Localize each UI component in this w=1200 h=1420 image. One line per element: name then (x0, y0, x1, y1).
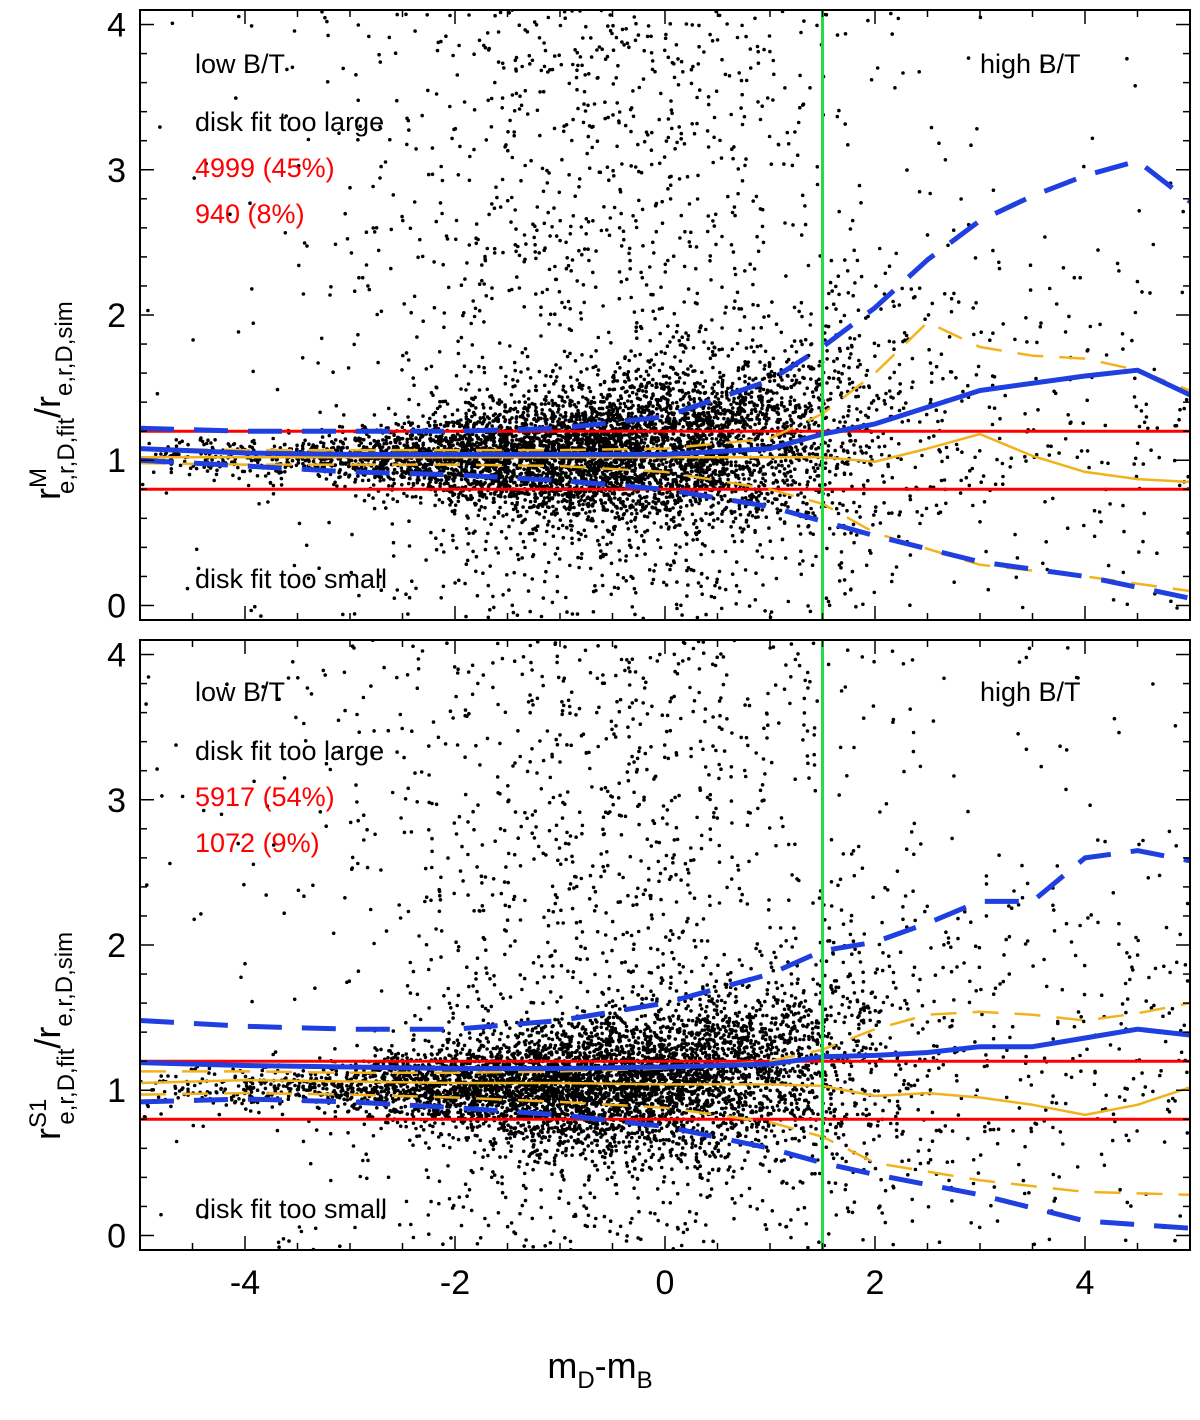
scatter-points-path (139, 638, 1189, 1251)
y-tick-label: 4 (107, 7, 126, 45)
y-axis-label: rMe,r,D,fit/re,r,D,sim (25, 301, 80, 500)
count-label-1: 4999 (45%) (195, 153, 335, 183)
x-tick-label: 4 (1076, 1264, 1095, 1302)
bottom-panel: low B/T high B/T disk fit too large 5917… (25, 637, 1190, 1394)
count-label-2: 1072 (9%) (195, 828, 320, 858)
x-tick-label: 0 (656, 1264, 675, 1302)
y-tick-label: 3 (107, 782, 126, 820)
curve-blue-dash-upper (140, 851, 1190, 1030)
disk-fit-too-large-label: disk fit too large (195, 736, 384, 766)
x-tick-label: -2 (440, 1264, 470, 1302)
low-bt-label: low B/T (195, 49, 285, 79)
scatter-points (139, 638, 1189, 1251)
y-tick-label: 2 (107, 927, 126, 965)
x-tick-label: -4 (230, 1264, 260, 1302)
count-label-1: 5917 (54%) (195, 782, 335, 812)
frame-rect (140, 10, 1190, 620)
y-axis-label: rS1e,r,D,fit/re,r,D,sim (25, 932, 80, 1140)
disk-fit-too-large-label: disk fit too large (195, 107, 384, 137)
axis-ticks (140, 10, 1190, 620)
y-tick-label: 2 (107, 297, 126, 335)
y-tick-label: 1 (107, 442, 126, 480)
count-label-2: 940 (8%) (195, 199, 305, 229)
top-panel: low B/T high B/T disk fit too large 4999… (25, 7, 1190, 626)
disk-fit-too-small-label: disk fit too small (195, 564, 387, 594)
high-bt-label: high B/T (980, 49, 1081, 79)
y-tick-label: 0 (107, 587, 126, 625)
high-bt-label: high B/T (980, 677, 1081, 707)
plot-frame (140, 10, 1190, 620)
low-bt-label: low B/T (195, 677, 285, 707)
x-tick-label: 2 (866, 1264, 885, 1302)
x-axis-label: mD-mB (547, 1345, 652, 1394)
disk-fit-too-small-label: disk fit too small (195, 1194, 387, 1224)
y-tick-label: 4 (107, 637, 126, 675)
scatter-points-path (140, 8, 1191, 620)
scatter-points (140, 8, 1191, 620)
y-tick-label: 1 (107, 1072, 126, 1110)
y-tick-label: 3 (107, 152, 126, 190)
y-tick-label: 0 (107, 1217, 126, 1255)
